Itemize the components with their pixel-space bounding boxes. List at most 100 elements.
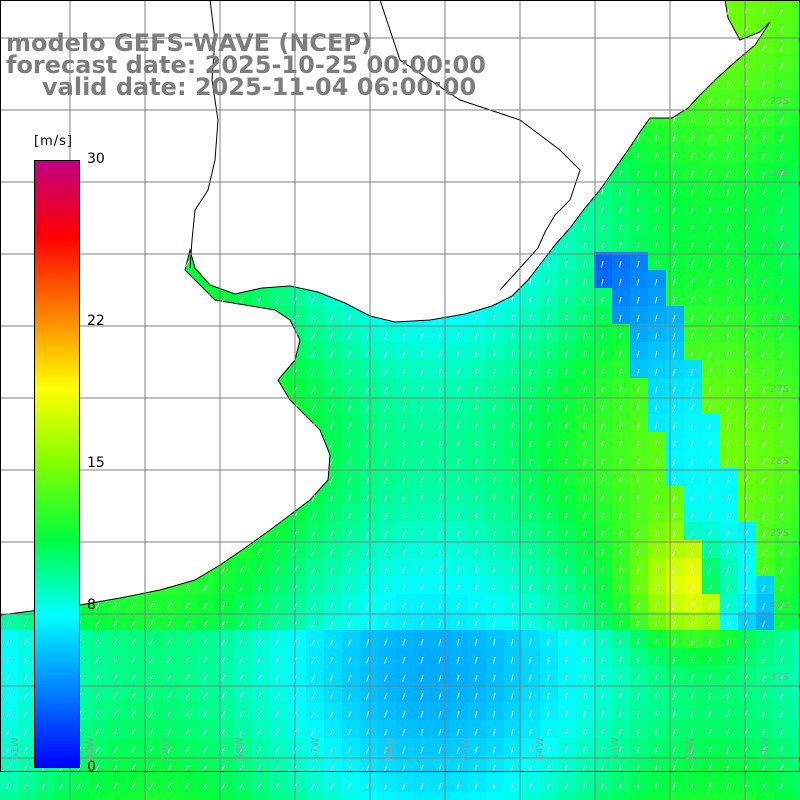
wind-arrow bbox=[329, 620, 334, 628]
wind-arrow bbox=[583, 458, 586, 466]
wind-arrow bbox=[779, 458, 784, 466]
wind-arrow bbox=[167, 656, 172, 664]
wind-arrow bbox=[618, 782, 622, 790]
wind-arrow bbox=[726, 422, 730, 430]
wind-arrow bbox=[547, 746, 550, 754]
wind-arrow bbox=[654, 440, 658, 448]
wind-arrow bbox=[529, 782, 532, 790]
wind-arrow bbox=[402, 404, 406, 412]
wind-arrow bbox=[257, 674, 262, 682]
colorbar-tick-label: 22 bbox=[87, 313, 105, 330]
wind-arrow bbox=[654, 746, 658, 754]
wind-arrow bbox=[779, 512, 784, 520]
wind-cell bbox=[756, 792, 774, 800]
wind-arrow bbox=[347, 656, 352, 664]
wind-arrow bbox=[311, 512, 316, 520]
wind-arrow bbox=[601, 350, 604, 358]
wind-arrow bbox=[456, 548, 460, 556]
wind-arrow bbox=[456, 656, 460, 664]
wind-arrow bbox=[672, 368, 676, 376]
wind-cell bbox=[792, 756, 800, 774]
wind-arrow bbox=[311, 674, 316, 682]
lat-label: 23S bbox=[770, 96, 789, 107]
wind-arrow bbox=[95, 710, 100, 718]
wind-arrow bbox=[131, 692, 136, 700]
wind-arrow bbox=[366, 764, 370, 772]
wind-arrow bbox=[366, 350, 370, 358]
wind-arrow bbox=[779, 296, 784, 304]
wind-arrow bbox=[329, 584, 334, 592]
wind-arrow bbox=[761, 566, 766, 574]
wind-arrow bbox=[529, 602, 532, 610]
wind-arrow bbox=[601, 476, 604, 484]
wind-arrow bbox=[690, 764, 694, 772]
wind-arrow bbox=[761, 440, 766, 448]
colorbar-tick-label: 15 bbox=[87, 455, 105, 471]
wind-arrow bbox=[221, 692, 226, 700]
lon-label: 51W bbox=[760, 737, 771, 760]
wind-arrow bbox=[474, 350, 478, 358]
wind-arrow bbox=[565, 566, 568, 574]
wind-arrow bbox=[601, 422, 604, 430]
wind-arrow bbox=[203, 692, 208, 700]
wind-arrow bbox=[221, 746, 226, 754]
wind-arrow bbox=[366, 584, 370, 592]
wind-arrow bbox=[420, 332, 424, 340]
wind-arrow bbox=[547, 458, 550, 466]
wind-arrow bbox=[618, 566, 622, 574]
wind-arrow bbox=[583, 386, 586, 394]
wind-cell bbox=[36, 792, 54, 800]
wind-arrow bbox=[203, 746, 208, 754]
wind-arrow bbox=[6, 782, 10, 790]
wind-arrow bbox=[601, 314, 604, 322]
wind-arrow bbox=[583, 710, 586, 718]
wind-arrow bbox=[438, 746, 442, 754]
wind-cell bbox=[72, 792, 90, 800]
wind-arrow bbox=[779, 386, 784, 394]
wind-arrow bbox=[529, 440, 532, 448]
wind-arrow bbox=[726, 620, 730, 628]
wind-arrow bbox=[275, 674, 280, 682]
wind-arrow bbox=[761, 80, 766, 88]
wind-arrow bbox=[402, 422, 406, 430]
wind-arrow bbox=[583, 422, 586, 430]
wind-arrow bbox=[779, 710, 784, 718]
wind-arrow bbox=[456, 602, 460, 610]
wind-arrow bbox=[601, 548, 604, 556]
wind-arrow bbox=[275, 656, 280, 664]
wind-arrow bbox=[654, 368, 658, 376]
wind-arrow bbox=[329, 458, 334, 466]
wind-arrow bbox=[708, 116, 712, 124]
wind-arrow bbox=[761, 530, 766, 538]
wind-cell bbox=[792, 360, 800, 378]
wind-arrow bbox=[167, 602, 172, 610]
wind-arrow bbox=[636, 620, 640, 628]
wind-arrow bbox=[347, 404, 352, 412]
wind-arrow bbox=[726, 458, 730, 466]
forecast-date: forecast date: 2025-10-25 00:00:00 bbox=[6, 51, 486, 79]
wind-arrow bbox=[275, 692, 280, 700]
wind-arrow bbox=[384, 368, 388, 376]
wind-arrow bbox=[384, 692, 388, 700]
wind-arrow bbox=[474, 656, 478, 664]
wind-arrow bbox=[654, 566, 658, 574]
wind-cell bbox=[792, 468, 800, 486]
wind-arrow bbox=[185, 710, 190, 718]
wind-arrow bbox=[636, 134, 640, 142]
wind-arrow bbox=[690, 656, 694, 664]
wind-arrow bbox=[618, 386, 622, 394]
wind-arrow bbox=[275, 764, 280, 772]
wind-arrow bbox=[510, 674, 514, 682]
lon-label: 54W bbox=[535, 737, 546, 760]
wind-arrow bbox=[565, 332, 568, 340]
wind-arrow bbox=[257, 548, 262, 556]
wind-arrow bbox=[636, 458, 640, 466]
wind-arrow bbox=[492, 746, 496, 754]
wind-arrow bbox=[420, 548, 424, 556]
wind-arrow bbox=[257, 620, 262, 628]
wind-arrow bbox=[708, 260, 712, 268]
wind-arrow bbox=[708, 710, 712, 718]
wind-arrow bbox=[583, 638, 586, 646]
wind-arrow bbox=[636, 224, 640, 232]
